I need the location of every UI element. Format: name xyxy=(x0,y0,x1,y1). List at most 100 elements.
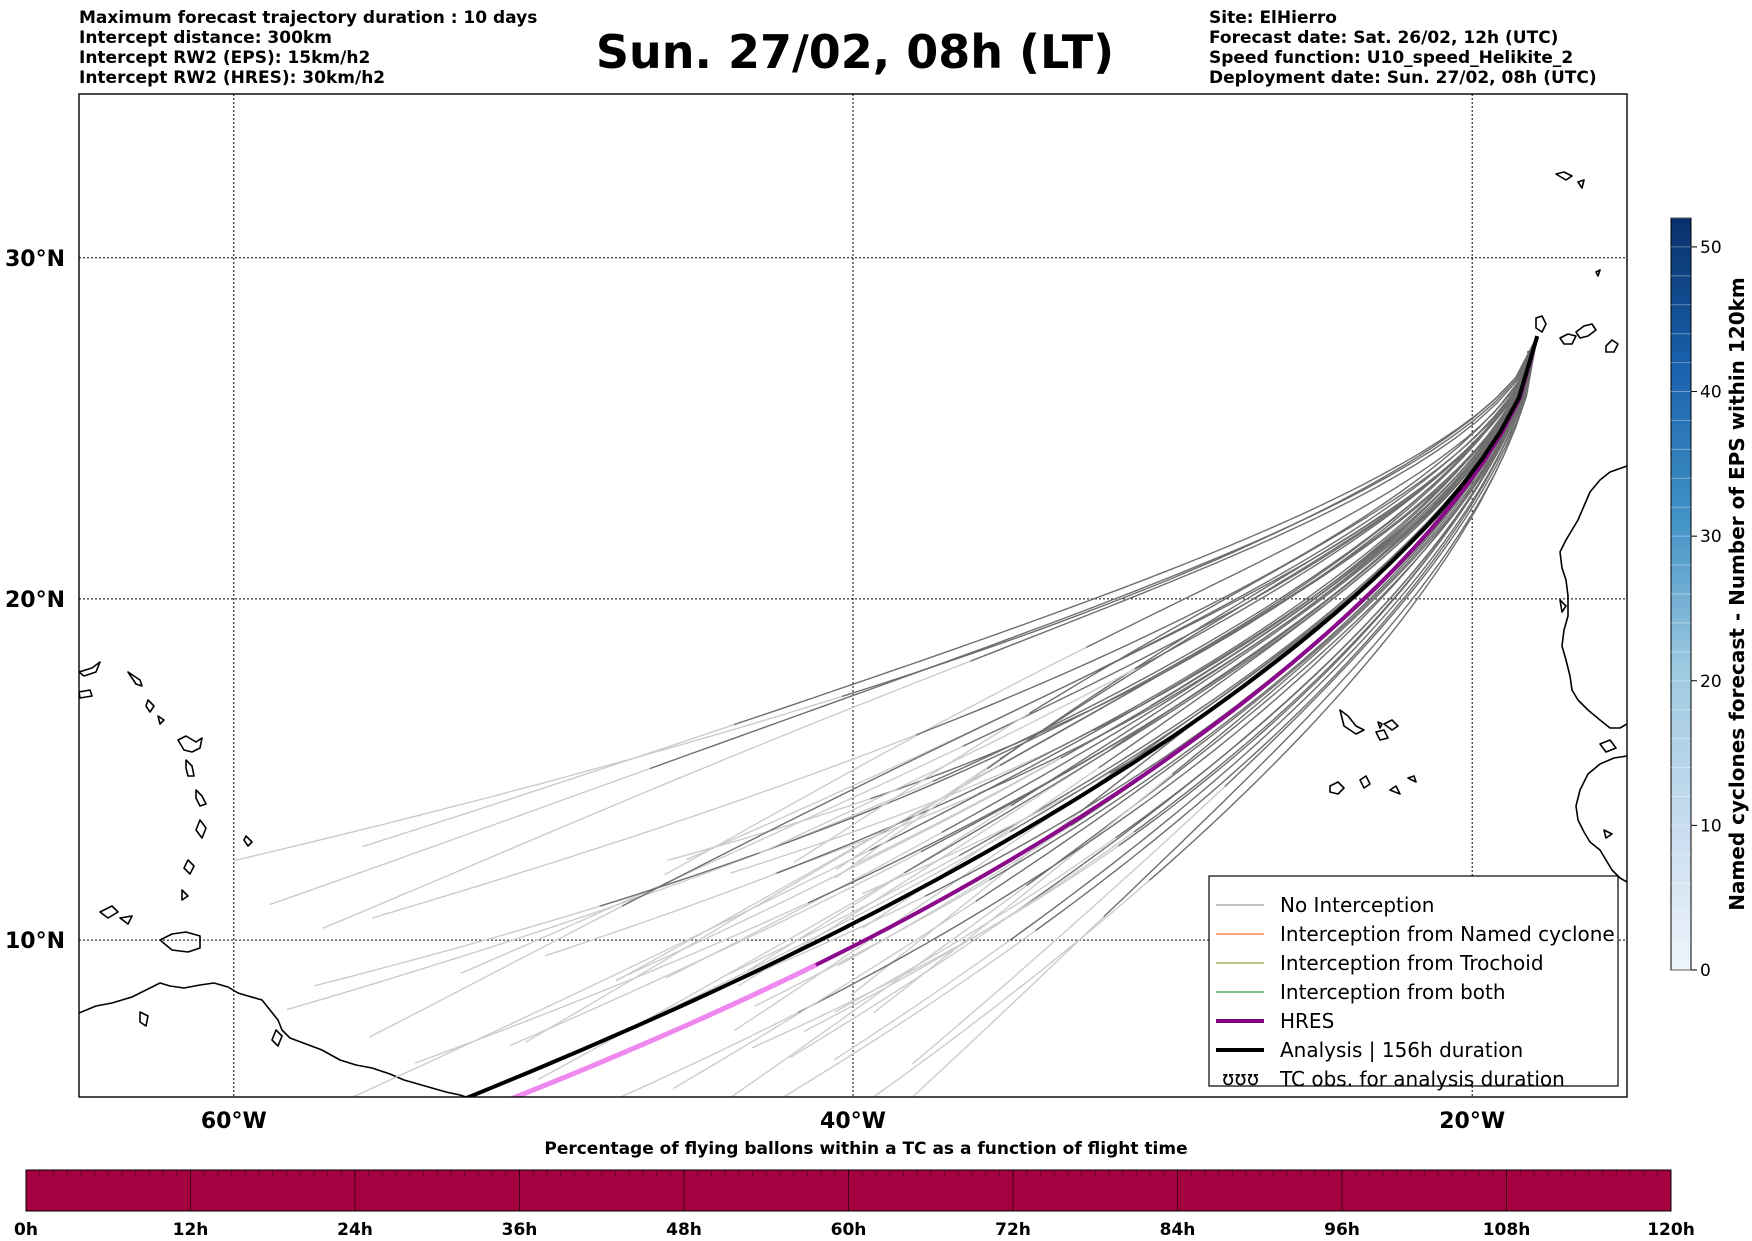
ensemble-trajectory xyxy=(1085,335,1538,649)
info-site: Site: ElHierro xyxy=(1209,8,1337,28)
ensemble-trajectory xyxy=(904,336,1538,874)
ensemble-trajectory-faded xyxy=(837,825,1072,967)
ensemble-trajectory-faded xyxy=(525,833,881,1043)
ensemble-trajectory xyxy=(1009,336,1538,941)
ensemble-trajectory-faded xyxy=(351,849,871,1097)
ensemble-trajectory xyxy=(841,335,1538,698)
colorbar-tick-label: 40 xyxy=(1700,383,1722,403)
ensemble-trajectory xyxy=(1224,336,1538,788)
flight-time-bar: Percentage of flying ballons within a TC… xyxy=(14,1139,1695,1240)
bar-tick-label: 24h xyxy=(337,1220,373,1240)
coast-island-5 xyxy=(157,715,165,725)
coast-cape-verde-8 xyxy=(1407,775,1417,783)
coast-madeira-1 xyxy=(1555,171,1573,181)
bar-tick-label: 84h xyxy=(1160,1220,1196,1240)
coast-trinidad xyxy=(159,931,201,953)
lon-tick-label: 60°W xyxy=(201,1109,267,1134)
coast-canary-4 xyxy=(1605,339,1619,353)
coast-canary-3 xyxy=(1575,323,1597,339)
ensemble-trajectory-faded xyxy=(619,1011,799,1097)
analysis-trajectory xyxy=(463,335,1540,1097)
colorbar-tick-label: 30 xyxy=(1700,527,1722,547)
coast-island-4 xyxy=(145,699,155,713)
map-frame xyxy=(78,93,1628,1098)
bar-tick-label: 60h xyxy=(831,1220,867,1240)
ensemble-trajectory-faded xyxy=(665,831,943,979)
ensemble-trajectory xyxy=(797,336,1538,1014)
lat-tick-label: 30°N xyxy=(5,247,65,272)
ensemble-trajectory-faded xyxy=(835,758,1001,871)
ensemble-trajectory-faded xyxy=(233,695,843,862)
coast-cape-verde-7 xyxy=(1389,785,1401,795)
legend-label: HRES xyxy=(1280,1009,1334,1033)
ensemble-trajectory xyxy=(621,335,1538,907)
ensemble-trajectory-faded xyxy=(664,646,1087,876)
flight-time-bar-ticks: 0h 12h 24h 36h 48h 60h 72h 84h 96h 108h 120h xyxy=(14,1170,1695,1240)
legend-label: Interception from Trochoid xyxy=(1280,951,1544,975)
ensemble-trajectory-faded xyxy=(672,900,977,1090)
ensemble-trajectory-faded xyxy=(371,734,916,919)
legend-label: No Interception xyxy=(1280,893,1434,917)
ensemble-trajectory-faded xyxy=(322,660,971,929)
ensemble-trajectory-faded xyxy=(730,855,960,974)
legend-label: Interception from Named cyclone xyxy=(1280,922,1615,946)
coast-cape-verde-4 xyxy=(1377,721,1383,729)
ensemble-trajectory xyxy=(807,335,1538,904)
flight-time-bar-segments xyxy=(39,1170,1658,1176)
ensemble-trajectory-faded xyxy=(286,780,934,1011)
ensemble-trajectory xyxy=(869,335,1538,851)
ensemble-trajectory-faded xyxy=(872,879,1150,1097)
legend-label: TC obs. for analysis duration xyxy=(1279,1067,1565,1091)
ensemble-trajectory xyxy=(649,335,1538,770)
ensemble-trajectory-faded xyxy=(368,905,623,1038)
bar-tick-label: 108h xyxy=(1483,1220,1531,1240)
colorbar-tick-label: 20 xyxy=(1700,672,1722,692)
coast-cape-verde-3 xyxy=(1383,719,1399,731)
colorbar-gradient xyxy=(1670,217,1692,971)
ensemble-trajectory-faded xyxy=(730,885,1028,1097)
ensemble-trajectory-faded xyxy=(314,905,600,987)
ensemble-trajectory-faded xyxy=(269,767,651,906)
info-forecast-date: Forecast date: Sat. 26/02, 12h (UTC) xyxy=(1209,28,1559,48)
ensemble-trajectory-faded xyxy=(615,764,1001,982)
colorbar-tick-label: 50 xyxy=(1700,238,1722,258)
lat-tick-label: 20°N xyxy=(5,588,65,613)
flight-time-bar-title: Percentage of flying ballons within a TC… xyxy=(544,1139,1187,1159)
bar-tick-label: 12h xyxy=(173,1220,209,1240)
ensemble-trajectory xyxy=(975,336,1538,902)
info-block-right: Site: ElHierro Forecast date: Sat. 26/02… xyxy=(1209,8,1597,88)
coast-island-7 xyxy=(185,759,195,777)
ensemble-trajectory xyxy=(989,336,1538,881)
coast-island-9 xyxy=(195,819,207,839)
ensemble-trajectory xyxy=(733,335,1538,726)
page-title: Sun. 27/02, 08h (LT) xyxy=(595,25,1115,79)
legend-swatch-tc-obs: ʊʊʊ xyxy=(1222,1066,1259,1090)
coast-cape-verde-1 xyxy=(1339,709,1365,735)
cyclone-colorbar: 0 10 20 30 40 50 Named cyclones forecast - Nu… xyxy=(1670,217,1749,981)
ensemble-trajectory-faded xyxy=(615,757,1062,981)
coast-cape-verde-2 xyxy=(1375,729,1389,741)
ensemble-trajectory xyxy=(1115,336,1538,839)
coast-azores xyxy=(1595,269,1601,277)
ensemble-trajectory xyxy=(1148,336,1538,881)
ensemble-trajectory-faded xyxy=(414,902,809,1064)
bar-tick-label: 120h xyxy=(1647,1220,1695,1240)
ensemble-trajectory xyxy=(1103,336,1538,918)
ensemble-trajectory-faded xyxy=(747,805,1012,971)
lon-tick-label: 20°W xyxy=(1439,1109,1505,1134)
info-max-duration: Maximum forecast trajectory duration : 1… xyxy=(79,8,538,28)
bar-tick-label: 72h xyxy=(995,1220,1031,1240)
coast-island-15 xyxy=(271,1029,283,1047)
ensemble-trajectory-faded xyxy=(544,872,777,957)
ensemble-trajectory-faded xyxy=(834,837,1117,1013)
info-deployment-date: Deployment date: Sun. 27/02, 08h (UTC) xyxy=(1209,68,1597,88)
coast-island-11 xyxy=(181,889,189,901)
ensemble-trajectory-faded xyxy=(361,723,735,848)
bar-tick-label: 48h xyxy=(666,1220,702,1240)
colorbar-tick-label: 0 xyxy=(1700,961,1711,981)
info-intercept-distance: Intercept distance: 300km xyxy=(79,28,332,48)
coast-canary-1 xyxy=(1535,315,1547,333)
latitude-labels: 10°N 20°N 30°N xyxy=(5,247,65,954)
ensemble-trajectory-faded xyxy=(738,748,1112,987)
ensemble-trajectory xyxy=(1026,336,1538,887)
